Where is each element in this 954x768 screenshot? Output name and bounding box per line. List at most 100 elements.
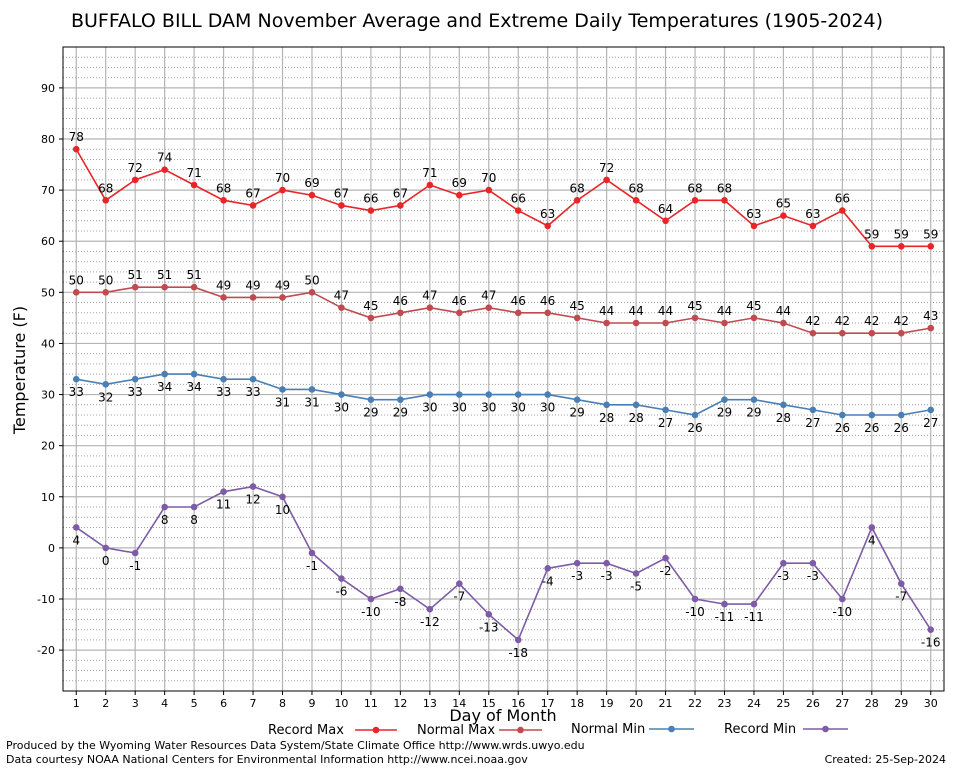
data-label-record-max: 66 (511, 192, 526, 206)
data-point-normal-max (809, 329, 817, 337)
data-label-normal-min: 26 (864, 421, 879, 435)
series-normal-min: 33 32 33 34 34 33 33 31 31 30 29 29 30 30 30 30 30 29 28 28… (69, 370, 938, 435)
data-point-record-max (691, 197, 699, 204)
data-label-record-min: -6 (335, 585, 347, 599)
data-label-record-max: 74 (157, 151, 172, 165)
data-label-normal-min: 28 (628, 411, 643, 425)
data-label-normal-min: 27 (923, 416, 938, 430)
grid-lines (63, 46, 944, 692)
data-point-record-max (338, 202, 345, 209)
data-point-normal-min (131, 375, 139, 383)
y-tick-label: 50 (41, 286, 55, 299)
data-point-record-max (367, 207, 375, 214)
data-label-normal-min: 33 (216, 385, 231, 399)
legend-marker-normal-max (517, 726, 524, 734)
data-label-record-min: -11 (744, 610, 764, 624)
data-point-normal-max (839, 329, 846, 337)
data-label-normal-max: 45 (570, 299, 585, 313)
data-point-record-max (249, 202, 257, 209)
data-point-normal-min (308, 386, 316, 393)
data-point-normal-min (750, 396, 758, 403)
data-label-normal-min: 29 (717, 406, 732, 420)
data-point-record-max (279, 186, 286, 194)
data-label-record-max: 68 (98, 181, 113, 195)
data-label-record-max: 68 (717, 181, 732, 195)
data-point-normal-max (131, 283, 139, 291)
data-label-normal-min: 33 (245, 385, 260, 399)
y-tick-label: 30 (41, 389, 55, 402)
data-label-record-max: 69 (452, 176, 467, 190)
data-label-normal-max: 51 (128, 268, 143, 282)
x-tick-label: 21 (659, 697, 673, 710)
data-point-normal-max (367, 314, 375, 322)
x-tick-label: 24 (747, 697, 761, 710)
x-tick-label: 11 (364, 697, 378, 710)
x-tick-label: 10 (334, 697, 348, 710)
data-label-record-max: 59 (894, 227, 909, 241)
series-line-record-min (75, 485, 932, 642)
data-label-record-max: 59 (864, 227, 879, 241)
data-label-record-max: 64 (658, 202, 673, 216)
data-point-record-min (868, 524, 876, 531)
x-tick-label: 4 (161, 697, 168, 710)
y-tick-label: -20 (37, 644, 55, 657)
data-point-record-min (632, 570, 640, 577)
data-label-normal-min: 26 (835, 421, 850, 435)
data-label-record-max: 69 (304, 176, 319, 190)
data-point-record-min (839, 595, 846, 603)
data-label-record-min: 4 (72, 533, 80, 547)
y-axis-label: Temperature (F) (10, 306, 29, 435)
legend: Record Max Normal Max Normal Min Record Min (268, 722, 848, 738)
x-tick-label: 19 (600, 697, 614, 710)
y-tick-label: 20 (41, 440, 55, 453)
data-label-normal-max: 50 (69, 273, 84, 287)
data-point-normal-max (573, 314, 581, 322)
data-label-record-min: -10 (685, 605, 705, 619)
data-point-normal-min (691, 411, 699, 419)
data-label-record-max: 67 (334, 186, 349, 200)
data-point-record-max (573, 197, 581, 204)
data-label-normal-max: 45 (363, 299, 378, 313)
legend-label-record-min: Record Min (724, 722, 796, 737)
data-point-normal-min (514, 391, 522, 398)
data-point-normal-max (279, 294, 286, 301)
data-point-normal-max (632, 319, 640, 327)
data-point-normal-max (603, 319, 610, 327)
x-tick-label: 30 (924, 697, 938, 710)
data-label-normal-min: 27 (658, 416, 673, 430)
data-point-normal-min (868, 411, 876, 419)
data-point-normal-min (426, 391, 434, 398)
data-point-record-max (426, 181, 434, 189)
data-point-normal-min (780, 401, 787, 409)
x-tick-label: 17 (541, 697, 555, 710)
x-tick-label: 18 (570, 697, 584, 710)
data-label-record-min: -18 (508, 646, 528, 660)
data-label-normal-min: 34 (186, 380, 201, 394)
data-point-record-max (485, 186, 493, 194)
data-point-record-max (809, 222, 817, 230)
data-point-normal-min (573, 396, 581, 403)
data-label-record-max: 66 (835, 192, 850, 206)
data-point-record-min (721, 600, 728, 608)
data-point-normal-min (927, 406, 935, 414)
data-label-record-max: 59 (923, 227, 938, 241)
data-label-record-max: 71 (186, 166, 201, 180)
x-tick-label: 15 (482, 697, 496, 710)
data-label-normal-min: 31 (304, 395, 319, 409)
data-label-normal-max: 42 (835, 314, 850, 328)
data-label-record-max: 63 (540, 207, 555, 221)
y-tick-label: 60 (41, 235, 55, 248)
data-point-record-max (456, 191, 463, 199)
data-point-record-min (102, 544, 110, 552)
data-label-record-max: 71 (422, 166, 437, 180)
x-tick-label: 6 (220, 697, 227, 710)
data-label-normal-min: 29 (363, 406, 378, 420)
data-point-normal-max (426, 304, 434, 311)
data-point-record-max (161, 166, 168, 173)
series-line-normal-min (76, 373, 931, 416)
data-label-normal-max: 45 (687, 299, 702, 313)
data-label-normal-max: 42 (894, 314, 909, 328)
y-tick-label: 40 (41, 337, 55, 350)
data-label-normal-min: 26 (687, 421, 702, 435)
x-axis-label: Day of Month (449, 706, 556, 725)
